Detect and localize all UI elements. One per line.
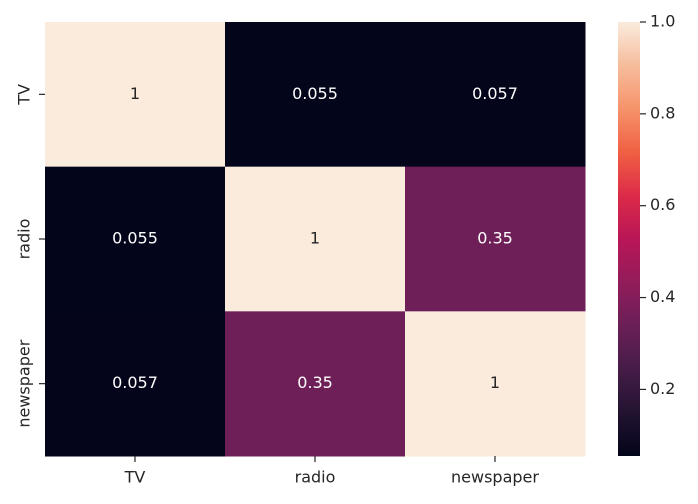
- heatmap-cell: [405, 311, 586, 457]
- cell-label: 0.35: [477, 229, 513, 248]
- cell-label: 1: [490, 373, 500, 392]
- colorbar-tick-label: 0.6: [650, 195, 675, 214]
- heatmap-cell: [45, 166, 226, 312]
- colorbar-tick-label: 0.2: [650, 379, 675, 398]
- cell-label: 1: [130, 84, 140, 103]
- heatmap-cell: [45, 22, 226, 168]
- x-tick-label: newspaper: [451, 468, 539, 487]
- colorbar-tick-label: 1.0: [650, 12, 675, 31]
- heatmap-cell: [225, 311, 406, 457]
- colorbar-tick-label: 0.8: [650, 103, 675, 122]
- cell-label: 0.055: [112, 229, 158, 248]
- x-tick-label: TV: [124, 468, 146, 487]
- cell-label: 0.057: [472, 84, 518, 103]
- x-tick-label: radio: [295, 468, 336, 487]
- heatmap-cell: [225, 166, 406, 312]
- cell-label: 0.057: [112, 373, 158, 392]
- y-tick-label: newspaper: [15, 339, 34, 427]
- cell-label: 1: [310, 229, 320, 248]
- cell-label: 0.055: [292, 84, 338, 103]
- heatmap-cell: [225, 22, 406, 168]
- cell-label: 0.35: [297, 373, 333, 392]
- heatmap-cell: [405, 166, 586, 312]
- colorbar-tick-label: 0.4: [650, 287, 675, 306]
- colorbar: [618, 22, 640, 456]
- y-tick-label: TV: [15, 84, 34, 106]
- heatmap-cell: [45, 311, 226, 457]
- y-tick-label: radio: [15, 219, 34, 260]
- heatmap-cell: [405, 22, 586, 168]
